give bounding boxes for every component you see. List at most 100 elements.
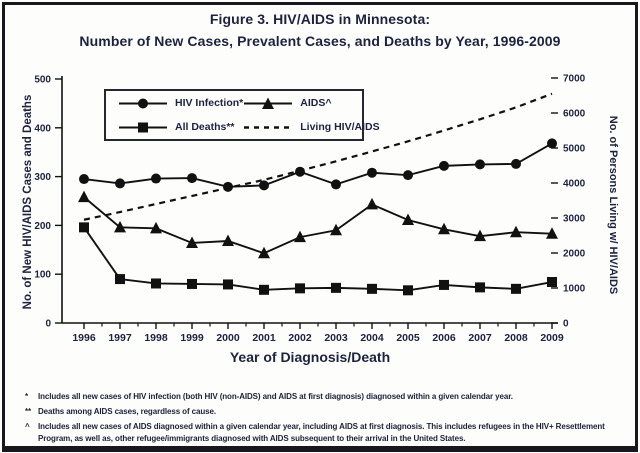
data-point bbox=[475, 282, 485, 293]
data-point bbox=[151, 173, 161, 184]
data-point bbox=[259, 284, 269, 295]
left-tick-label: 300 bbox=[34, 172, 51, 183]
right-tick-label: 3000 bbox=[563, 214, 586, 225]
right-tick-label: 5000 bbox=[563, 144, 586, 155]
data-point bbox=[150, 221, 162, 234]
x-tick-label: 2000 bbox=[216, 332, 240, 344]
footnote-text: Includes all new cases of AIDS diagnosed… bbox=[38, 422, 605, 443]
data-point bbox=[439, 160, 449, 171]
data-point bbox=[187, 278, 197, 289]
data-point bbox=[79, 174, 89, 185]
data-point bbox=[187, 173, 197, 184]
title-line-1: Figure 3. HIV/AIDS in Minnesota: bbox=[209, 11, 431, 27]
data-point bbox=[547, 277, 557, 288]
chart-plot-svg: 0100200300400500010002000300040005000600… bbox=[34, 74, 586, 345]
data-point bbox=[511, 158, 521, 169]
x-tick-label: 2008 bbox=[504, 332, 528, 344]
x-tick-label: 1997 bbox=[108, 332, 132, 344]
data-point bbox=[258, 246, 270, 259]
legend-label: Living HIV/AIDS bbox=[300, 121, 380, 133]
left-axis-title: No. of New HIV/AIDS Cases and Deaths bbox=[22, 94, 34, 310]
data-point bbox=[331, 282, 341, 293]
dashed-line-icon bbox=[244, 125, 293, 129]
legend-label: AIDS^ bbox=[300, 97, 332, 109]
data-point bbox=[223, 279, 233, 290]
series-hiv-infection-line bbox=[83, 142, 553, 188]
data-point bbox=[547, 138, 557, 149]
left-tick-label: 500 bbox=[34, 75, 51, 86]
x-tick-label: 1998 bbox=[144, 332, 168, 344]
data-point bbox=[222, 234, 234, 247]
left-tick-label: 0 bbox=[45, 319, 51, 330]
data-point bbox=[367, 167, 377, 178]
x-tick-label: 1996 bbox=[72, 332, 96, 344]
x-tick-label: 2001 bbox=[252, 332, 276, 344]
footnotes: * Includes all new cases of HIV infectio… bbox=[25, 391, 628, 448]
figure-title: Figure 3. HIV/AIDS in Minnesota: Number … bbox=[0, 9, 640, 52]
data-point bbox=[295, 283, 305, 294]
x-tick-label: 2005 bbox=[396, 332, 420, 344]
left-tick-label: 100 bbox=[34, 270, 51, 281]
left-tick-label: 400 bbox=[34, 123, 51, 134]
title-line-2: Number of New Cases, Prevalent Cases, an… bbox=[79, 32, 561, 49]
series-living-hiv-aids-line bbox=[83, 92, 553, 221]
right-tick-label: 4000 bbox=[563, 179, 586, 190]
legend-label: HIV Infection* bbox=[175, 97, 244, 109]
data-point bbox=[115, 274, 125, 285]
x-tick-label: 1999 bbox=[180, 332, 204, 344]
right-axis-title: No. of Persons Living w/ HIV/AIDS bbox=[607, 115, 619, 295]
x-tick-label: 2002 bbox=[288, 332, 312, 344]
footnote-text: Includes all new cases of HIV infection … bbox=[38, 392, 513, 401]
left-tick-label: 200 bbox=[34, 221, 51, 232]
data-point bbox=[439, 279, 449, 290]
triangle-marker-icon bbox=[244, 97, 293, 109]
right-tick-label: 0 bbox=[563, 319, 569, 330]
x-tick-label: 2006 bbox=[432, 332, 456, 344]
data-point bbox=[510, 225, 522, 238]
data-point bbox=[403, 285, 413, 296]
data-point bbox=[475, 159, 485, 170]
data-point bbox=[114, 220, 126, 233]
square-marker-icon bbox=[119, 122, 167, 132]
data-point bbox=[151, 278, 161, 289]
data-point bbox=[330, 223, 342, 236]
series-all-deaths-line bbox=[83, 226, 553, 292]
footnote: * Includes all new cases of HIV infectio… bbox=[25, 391, 628, 402]
x-tick-label: 2007 bbox=[468, 332, 492, 344]
data-point bbox=[366, 197, 378, 210]
legend-label: All Deaths** bbox=[175, 121, 235, 133]
x-tick-label: 2004 bbox=[360, 332, 384, 344]
footnote-marker: * bbox=[25, 392, 29, 401]
data-point bbox=[511, 283, 521, 294]
data-point bbox=[115, 178, 125, 189]
footnote: ^ Includes all new cases of AIDS diagnos… bbox=[25, 421, 628, 443]
x-tick-label: 2009 bbox=[540, 332, 564, 344]
legend-item-aids: AIDS^ bbox=[243, 97, 379, 110]
data-point bbox=[78, 190, 90, 203]
footnote-text: Deaths among AIDS cases, regardless of c… bbox=[38, 407, 216, 417]
series-aids-line bbox=[83, 196, 553, 255]
legend-item-hiv-infection: HIV Infection* bbox=[118, 97, 243, 110]
data-point bbox=[79, 222, 89, 233]
data-point bbox=[367, 283, 377, 294]
right-tick-label: 1000 bbox=[563, 284, 586, 295]
footnote-marker: ** bbox=[25, 407, 32, 417]
data-point bbox=[474, 229, 486, 242]
x-axis-title: Year of Diagnosis/Death bbox=[229, 349, 391, 365]
data-point bbox=[331, 179, 341, 190]
right-tick-label: 2000 bbox=[563, 249, 586, 260]
data-point bbox=[294, 230, 306, 243]
legend-item-all-deaths: All Deaths** bbox=[118, 121, 243, 134]
data-point bbox=[259, 180, 269, 191]
circle-marker-icon bbox=[119, 98, 167, 108]
legend-item-living-hiv-aids: Living HIV/AIDS bbox=[243, 121, 380, 134]
legend: HIV Infection* AIDS^ All Deaths** Living… bbox=[104, 89, 380, 141]
right-tick-label: 7000 bbox=[563, 74, 586, 85]
footnote: ** Deaths among AIDS cases, regardless o… bbox=[25, 406, 628, 417]
data-point bbox=[438, 222, 450, 235]
data-point bbox=[186, 236, 198, 248]
footnote-marker: ^ bbox=[25, 422, 30, 432]
chart: 0 100 200 300 400 500 0 1000 2000 3000 4000 5000 600… bbox=[0, 60, 640, 385]
right-tick-label: 6000 bbox=[563, 109, 586, 120]
